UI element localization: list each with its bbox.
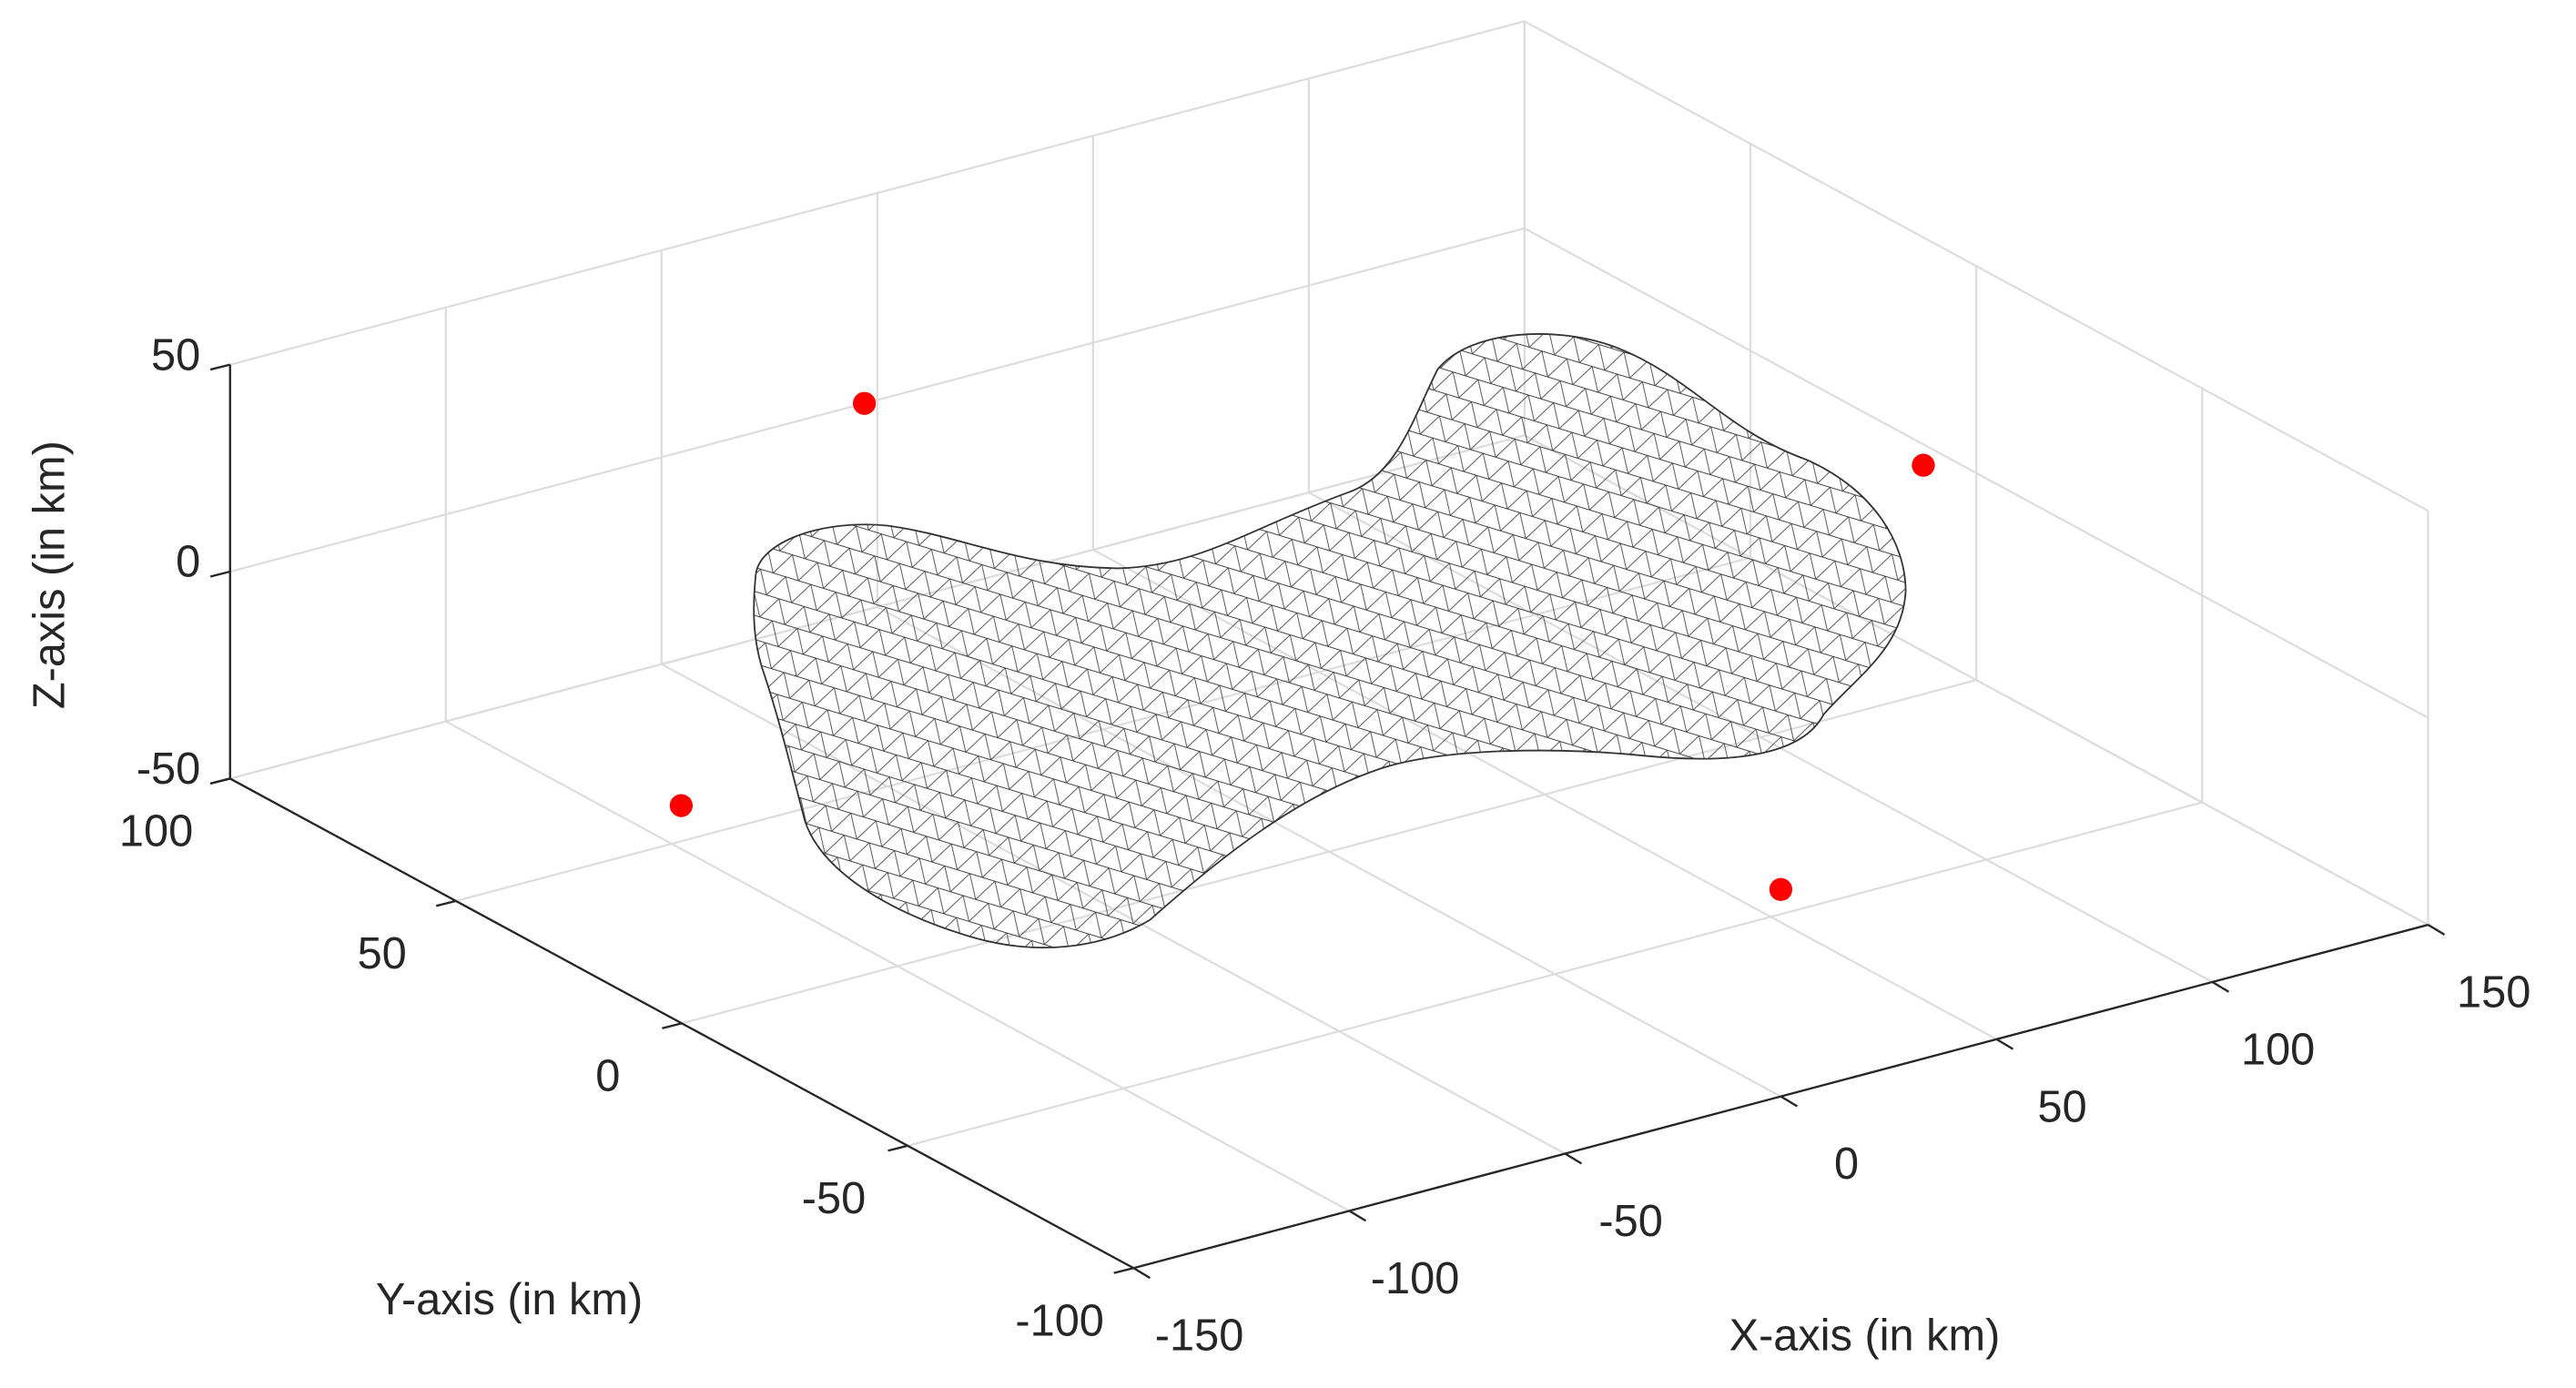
z-tick-label: 0 — [176, 538, 200, 587]
axes: -150 -100 -50 0 50 100 150 -100 -50 0 50 100 -50 0 50 — [119, 330, 2530, 1360]
y-tick-label: 0 — [595, 1052, 620, 1101]
x-tick-label: 100 — [2241, 1025, 2315, 1074]
asteroid-mesh — [753, 333, 1907, 948]
grid-line — [229, 20, 1526, 366]
y-tick-label: 100 — [119, 807, 193, 856]
point — [1769, 877, 1793, 901]
x-tick — [1564, 1152, 1583, 1165]
y-tick — [887, 1144, 908, 1152]
x-tick-label: 50 — [2038, 1082, 2087, 1131]
z-tick-label: -50 — [137, 745, 200, 794]
x-tick — [1348, 1210, 1367, 1222]
point — [1912, 453, 1935, 477]
y-tick-label: -50 — [802, 1174, 866, 1223]
x-tick-label: 150 — [2457, 968, 2530, 1018]
z-tick-label: 50 — [151, 330, 200, 380]
x-axis-label: X-axis (in km) — [1729, 1312, 2001, 1361]
y-tick — [435, 899, 457, 907]
y-tick-label: -100 — [1015, 1296, 1104, 1345]
y-tick-label: 50 — [358, 929, 407, 978]
z-tick — [209, 363, 231, 371]
y-axis-line — [229, 777, 1134, 1270]
grid-line — [907, 801, 2203, 1147]
points — [669, 391, 1935, 901]
y-tick — [662, 1022, 683, 1029]
x-axis-line — [1133, 923, 2429, 1270]
x-tick-label: -100 — [1371, 1254, 1460, 1303]
z-tick — [209, 777, 231, 785]
x-tick-label: -150 — [1155, 1312, 1244, 1361]
x-tick — [1780, 1095, 1799, 1108]
grid-line — [1524, 227, 2429, 719]
x-tick — [2211, 980, 2230, 993]
point — [669, 794, 694, 817]
grid-line — [229, 227, 1526, 573]
y-tick — [1113, 1267, 1134, 1274]
z-tick — [209, 570, 231, 578]
grid-line — [1524, 20, 2429, 512]
y-axis-label: Y-axis (in km) — [376, 1275, 643, 1324]
z-axis-label: Z-axis (in km) — [25, 441, 75, 709]
point — [852, 391, 877, 415]
x-tick — [1995, 1038, 2014, 1050]
x-tick-label: 0 — [1834, 1140, 1859, 1189]
x-tick — [1132, 1267, 1151, 1280]
x-tick-label: -50 — [1598, 1197, 1662, 1246]
x-tick — [2427, 924, 2446, 936]
